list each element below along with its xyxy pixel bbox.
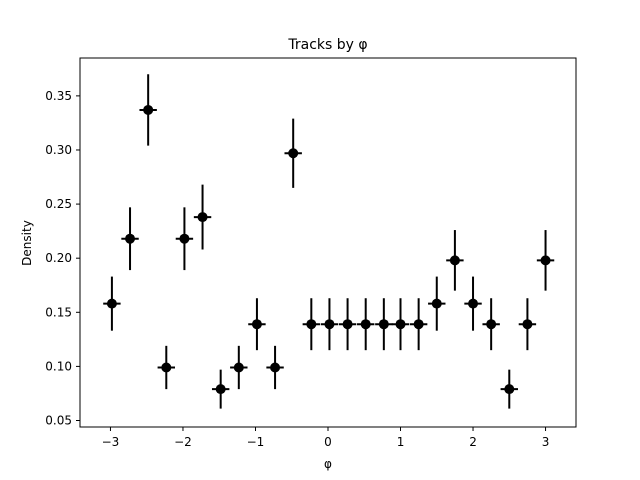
data-point [106,298,117,309]
data-point [449,255,460,266]
y-tick-label: 0.20 [45,251,72,265]
data-point [431,298,442,309]
y-tick-label: 0.05 [45,414,72,428]
y-axis-label: Density [20,220,34,266]
x-tick-label: 3 [542,435,550,449]
data-point [143,104,154,115]
y-tick-label: 0.25 [45,197,72,211]
chart-title: Tracks by φ [287,37,367,53]
data-point [522,319,533,330]
data-point [360,319,371,330]
x-tick-label: 2 [469,435,477,449]
x-tick-label: −2 [174,435,192,449]
data-point [233,362,244,373]
data-point [288,148,299,159]
data-point [179,233,190,244]
data-point [395,319,406,330]
plot-area [103,74,555,409]
x-tick-label: 0 [324,435,332,449]
data-point [251,319,262,330]
data-point [270,362,281,373]
data-point [306,319,317,330]
data-point [324,319,335,330]
data-point [161,362,172,373]
data-point [413,319,424,330]
y-tick-label: 0.10 [45,359,72,373]
x-tick-label: −3 [102,435,120,449]
y-tick-label: 0.15 [45,305,72,319]
data-point [342,319,353,330]
data-point [197,212,208,223]
x-tick-label: 1 [397,435,405,449]
data-point [540,255,551,266]
data-point [486,319,497,330]
data-point [125,233,136,244]
x-axis: −3 −2 −1 0 1 2 3 [102,427,550,449]
x-tick-label: −1 [247,435,265,449]
data-point [468,298,479,309]
data-point [378,319,389,330]
y-tick-label: 0.30 [45,143,72,157]
data-point [504,384,515,395]
y-axis: 0.05 0.10 0.15 0.20 0.25 0.30 0.35 [45,89,80,428]
y-tick-label: 0.35 [45,89,72,103]
data-point [215,384,226,395]
x-axis-label: φ [324,457,332,471]
